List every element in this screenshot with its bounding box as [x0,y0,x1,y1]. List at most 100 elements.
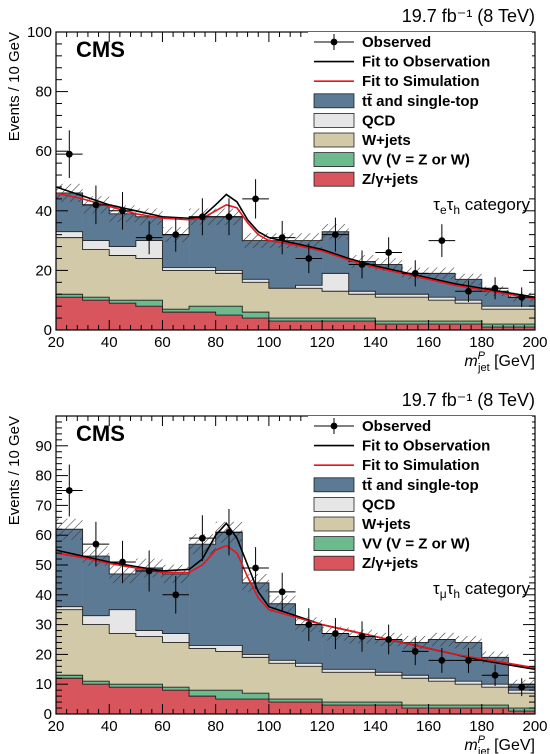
y-tick-label: 100 [27,24,52,41]
legend-swatch [313,132,355,148]
bar-zjets-2 [109,687,137,714]
x-tick-label: 80 [207,334,224,351]
bar-zjets-11 [348,321,376,330]
x-tick-label: 200 [522,718,547,735]
legend: Observed Fit to Observation Fit to Simulat… [308,32,532,193]
fit-observation-curve [56,186,535,299]
legend-entry-vv: VV (V = Z or W) [313,152,470,169]
observed-point-10 [332,231,339,239]
y-tick-label: 20 [35,646,52,663]
plot-frame [55,31,536,331]
legend-swatch [313,152,355,168]
bar-zjets-4 [162,690,190,714]
y-tick-label: 50 [35,557,52,574]
outline-vv [56,293,535,330]
stack-histogram [56,183,535,330]
bar-zjets-12 [375,705,403,714]
observed-point-14 [438,237,446,245]
bar-zjets-16 [481,708,509,714]
uncertainty-0 [56,518,83,540]
legend-label: Fit to Observation [362,438,490,455]
y-tick-label: 90 [35,438,52,455]
legend-swatch [313,516,355,532]
observed-point-0 [65,150,73,158]
bar-zjets-2 [109,303,137,330]
x-axis-label: mP jet [GeV] [464,350,535,374]
observed-point-14 [438,656,446,664]
bar-zjets-7 [242,699,270,714]
bar-zjets-13 [401,708,429,714]
y-tick-label: 60 [35,527,52,544]
x-tick-label: 40 [101,334,118,351]
y-tick-label: 10 [35,676,52,693]
legend-label: VV (V = Z or W) [362,152,470,169]
legend-label: Observed [362,418,431,435]
observed-point-2 [119,558,126,566]
legend-swatch [313,171,355,187]
y-tick-label: 0 [44,322,52,339]
bar-zjets-10 [322,705,350,714]
bar-zjets-5 [189,312,216,330]
observed-point-8 [278,234,286,242]
observed-point-9 [305,621,313,628]
bar-zjets-7 [242,318,270,330]
legend-marker [330,422,338,430]
legend-swatch [313,555,355,571]
panel-2: 0 10 20 30 40 50 60 70 80 90 20 40 60 80 100 120 140 160 1… [6,390,548,754]
legend-entry-fit_obs: Fit to Observation [314,54,490,71]
observed-point-11 [358,261,366,268]
legend-label: VV (V = Z or W) [362,536,470,553]
observed-point-4 [172,591,180,599]
experiment-label: CMS [76,37,125,62]
legend-swatch [313,477,355,493]
x-tick-label: 20 [48,718,65,735]
x-tick-label: 160 [416,334,441,351]
observed-point-17 [518,683,526,691]
observed-point-3 [145,234,153,242]
y-tick-label: 70 [35,497,52,514]
y-tick-label: 80 [35,84,52,101]
y-tick-label: 40 [35,587,52,604]
legend-label: Fit to Simulation [362,73,480,90]
y-tick-label: 60 [35,143,52,160]
legend-entry-zjets: Z/γ+jets [313,555,418,572]
fit-simulation-curve [56,192,535,300]
x-tick-label: 120 [310,334,335,351]
x-tick-label: 60 [154,334,171,351]
bar-zjets-8 [268,321,296,330]
legend-entry-fit_sim: Fit to Simulation [314,73,480,90]
observed-point-11 [358,633,366,640]
bar-zjets-14 [428,324,456,330]
bar-zjets-14 [428,708,456,714]
legend-entry-observed: Observed [314,34,431,51]
legend-marker [330,38,338,46]
bar-zjets-3 [135,306,163,330]
y-axis-label: Events / 10 GeV [6,32,23,141]
legend-label: W+jets [362,516,411,533]
legend-label: W+jets [362,132,411,149]
x-tick-label: 140 [363,718,388,735]
bar-zjets-10 [322,321,350,330]
y-tick-label: 0 [44,706,52,723]
observed-point-9 [305,255,313,262]
y-tick-label: 20 [35,262,52,279]
observed-point-12 [385,636,393,643]
observed-point-1 [92,540,100,548]
observed-point-17 [518,293,526,301]
observed-points [56,464,535,697]
x-tick-label: 140 [363,334,388,351]
bar-zjets-3 [135,687,163,714]
bar-zjets-4 [162,312,190,330]
observed-point-4 [172,231,180,239]
x-tick-label: 120 [310,718,335,735]
legend-swatch [313,113,355,128]
bar-zjets-6 [215,315,243,330]
y-tick-label: 80 [35,468,52,485]
x-tick-label: 60 [154,718,171,735]
y-axis: 0 10 20 30 40 50 60 70 80 90 [35,415,535,723]
outline-wjets [56,609,535,714]
legend-label: Observed [362,34,431,51]
observed-point-5 [198,213,206,221]
bar-zjets-1 [82,300,110,330]
x-tick-label: 40 [101,718,118,735]
